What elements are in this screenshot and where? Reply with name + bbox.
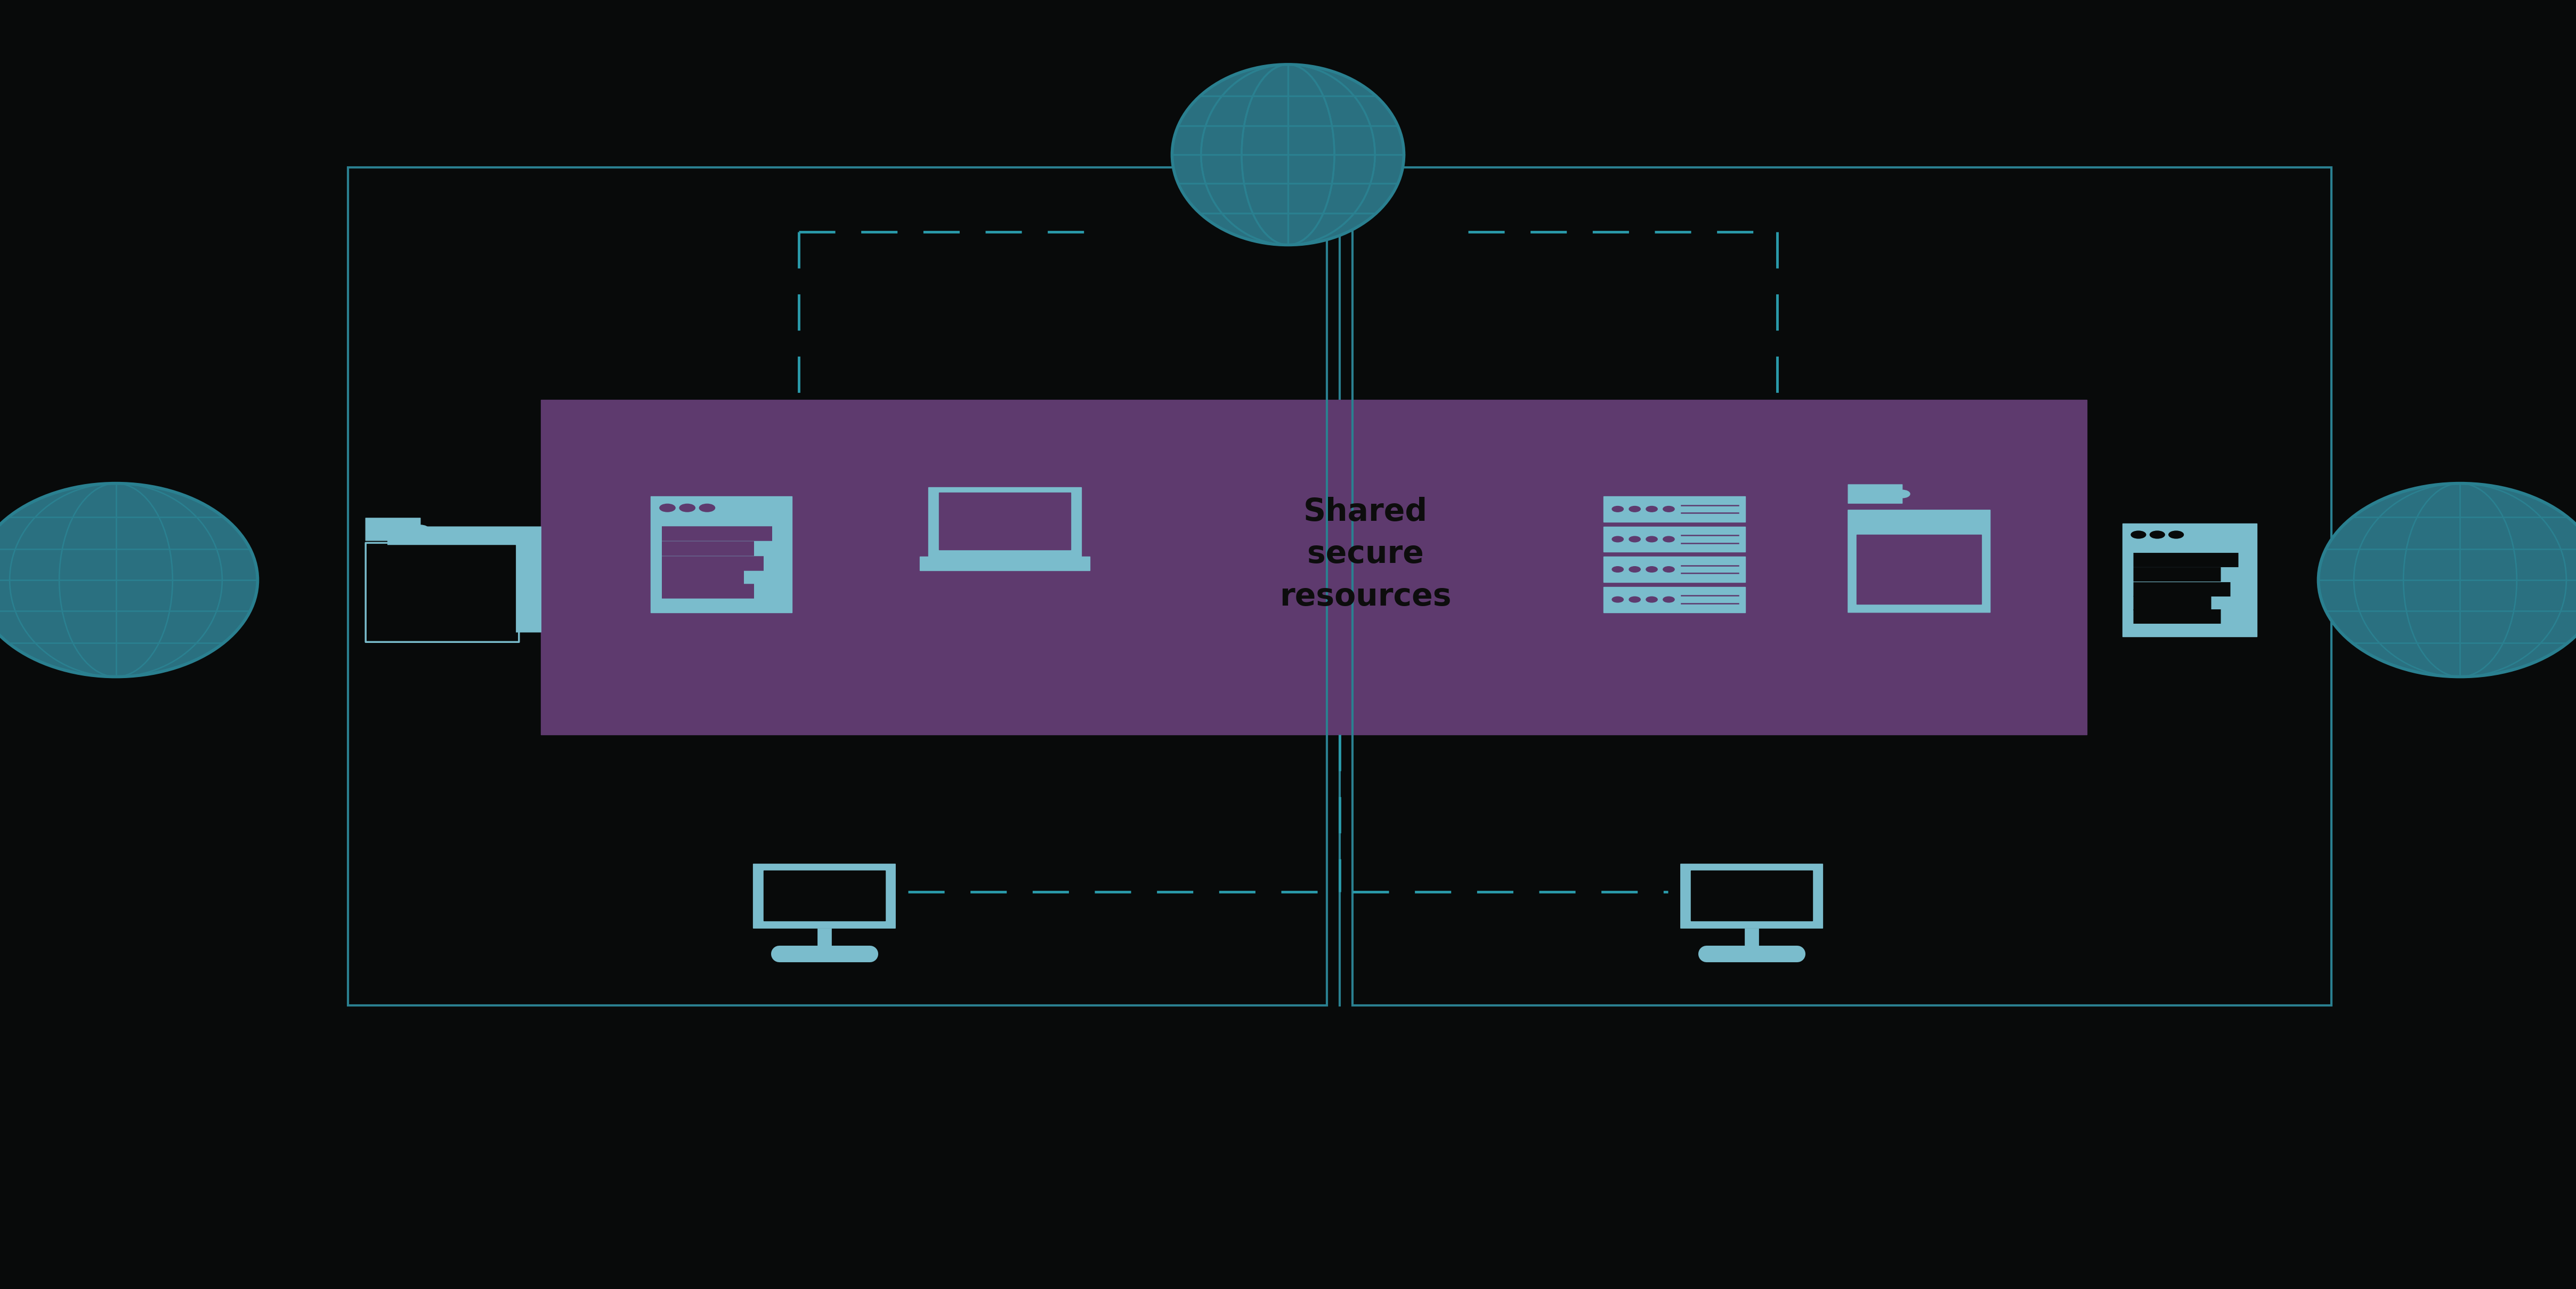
- FancyBboxPatch shape: [1602, 557, 1747, 583]
- FancyBboxPatch shape: [938, 492, 1072, 549]
- FancyBboxPatch shape: [1857, 535, 1981, 605]
- Circle shape: [1613, 566, 1623, 572]
- Circle shape: [1646, 566, 1656, 572]
- Circle shape: [1613, 536, 1623, 541]
- FancyBboxPatch shape: [1847, 485, 1901, 503]
- FancyBboxPatch shape: [366, 545, 515, 642]
- Circle shape: [2151, 531, 2164, 539]
- Circle shape: [1628, 566, 1641, 572]
- Circle shape: [1664, 507, 1674, 512]
- Circle shape: [1628, 507, 1641, 512]
- FancyBboxPatch shape: [1602, 586, 1747, 612]
- FancyBboxPatch shape: [1680, 864, 1824, 928]
- Circle shape: [2130, 531, 2146, 539]
- FancyBboxPatch shape: [389, 527, 541, 632]
- Ellipse shape: [2318, 483, 2576, 677]
- Circle shape: [1646, 597, 1656, 602]
- Circle shape: [1893, 490, 1909, 498]
- Circle shape: [659, 504, 675, 512]
- FancyBboxPatch shape: [541, 400, 2087, 735]
- FancyBboxPatch shape: [927, 487, 1082, 557]
- Circle shape: [1664, 566, 1674, 572]
- FancyBboxPatch shape: [1602, 496, 1747, 522]
- Circle shape: [1646, 536, 1656, 541]
- FancyBboxPatch shape: [1602, 526, 1747, 552]
- Ellipse shape: [0, 483, 258, 677]
- FancyBboxPatch shape: [920, 557, 1090, 571]
- Circle shape: [1628, 536, 1641, 541]
- FancyBboxPatch shape: [1847, 510, 1991, 612]
- Circle shape: [2169, 531, 2184, 539]
- FancyBboxPatch shape: [752, 864, 896, 928]
- Circle shape: [1613, 597, 1623, 602]
- Circle shape: [1664, 536, 1674, 541]
- Circle shape: [1613, 507, 1623, 512]
- Circle shape: [1628, 597, 1641, 602]
- Ellipse shape: [1172, 64, 1404, 245]
- FancyBboxPatch shape: [762, 870, 886, 920]
- FancyBboxPatch shape: [1690, 870, 1814, 920]
- Circle shape: [412, 525, 428, 534]
- FancyBboxPatch shape: [366, 518, 420, 540]
- FancyBboxPatch shape: [2123, 523, 2257, 637]
- Circle shape: [698, 504, 716, 512]
- Text: Shared
secure
resources: Shared secure resources: [1280, 496, 1450, 612]
- FancyBboxPatch shape: [649, 496, 793, 612]
- Circle shape: [680, 504, 696, 512]
- Circle shape: [1664, 597, 1674, 602]
- Circle shape: [1646, 507, 1656, 512]
